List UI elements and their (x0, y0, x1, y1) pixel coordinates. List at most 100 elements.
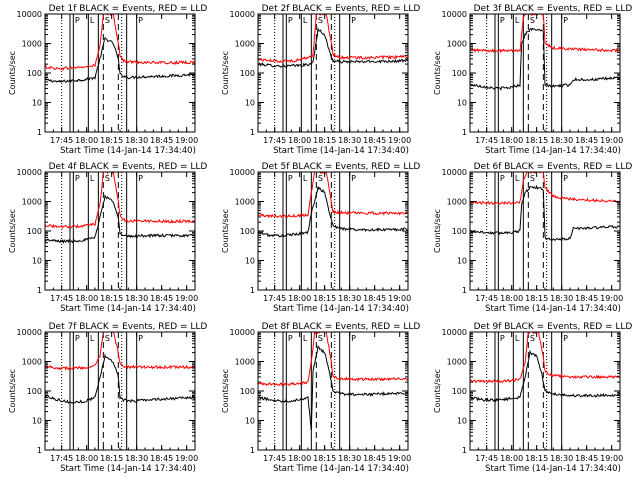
y-tick-label: 100 (27, 387, 42, 396)
x-tick-label: 18:00 (288, 454, 311, 463)
y-tick-label: 1000 (22, 40, 42, 49)
flag-letter: P (138, 334, 143, 343)
x-tick-label: 18:45 (575, 136, 598, 145)
flag-letter: S (318, 334, 323, 343)
y-tick-label: 10 (457, 257, 467, 266)
y-tick-label: 10 (457, 417, 467, 426)
x-tick-label: 18:15 (525, 136, 548, 145)
x-tick-label: 18:30 (550, 454, 573, 463)
flag-letter: P (500, 16, 505, 25)
y-tick-label: 1 (37, 128, 42, 137)
x-tick-label: 19:00 (388, 454, 411, 463)
flag-letter: P (288, 174, 293, 183)
x-tick-label: 18:00 (500, 294, 523, 303)
y-tick-label: 1000 (447, 40, 467, 49)
flag-letter: S (318, 174, 323, 183)
x-tick-label: 18:45 (575, 294, 598, 303)
y-tick-label: 10000 (442, 328, 467, 337)
flag-letter: S (530, 334, 535, 343)
y-tick-label: 10 (245, 417, 255, 426)
flag-letter: P (288, 334, 293, 343)
x-tick-label: 18:15 (313, 294, 336, 303)
x-tick-label: 18:30 (125, 294, 148, 303)
x-tick-label: 18:15 (100, 294, 123, 303)
x-tick-label: 17:45 (263, 454, 286, 463)
lld-series-line (258, 14, 408, 63)
y-tick-label: 10000 (17, 328, 42, 337)
flag-letter: P (288, 16, 293, 25)
lld-series-line (470, 14, 620, 54)
y-tick-label: 10 (457, 99, 467, 108)
x-tick-label: 18:00 (75, 454, 98, 463)
lld-series-line (470, 332, 620, 384)
flag-letter: S (318, 16, 323, 25)
plot-area (45, 14, 195, 132)
flag-letter: L (90, 174, 95, 183)
flag-letter: P (500, 174, 505, 183)
events-series-line (470, 27, 620, 91)
y-tick-label: 1000 (22, 198, 42, 207)
y-axis-label: Counts/sec (221, 369, 230, 413)
x-tick-label: 17:45 (50, 136, 73, 145)
y-tick-label: 1 (462, 446, 467, 455)
x-axis-label: Start Time (14-Jan-14 17:34:40) (273, 464, 409, 474)
x-axis-label: Start Time (14-Jan-14 17:34:40) (273, 304, 409, 314)
x-tick-label: 19:00 (600, 136, 623, 145)
y-tick-label: 1 (462, 128, 467, 137)
x-tick-label: 17:45 (50, 454, 73, 463)
y-tick-label: 100 (27, 227, 42, 236)
events-series-line (258, 345, 408, 431)
lld-series-line (258, 332, 408, 387)
plot-area (258, 172, 408, 290)
y-tick-label: 10 (32, 99, 42, 108)
events-series-line (45, 353, 195, 405)
plot-area (470, 332, 620, 450)
lld-series-line (470, 172, 620, 206)
x-tick-label: 18:45 (575, 454, 598, 463)
flag-letter: P (351, 16, 356, 25)
flag-letter: S (530, 16, 535, 25)
x-axis-label: Start Time (14-Jan-14 17:34:40) (485, 146, 621, 156)
x-axis-label: Start Time (14-Jan-14 17:34:40) (60, 464, 196, 474)
x-tick-label: 18:45 (363, 454, 386, 463)
y-tick-label: 1 (250, 446, 255, 455)
x-tick-label: 18:45 (150, 136, 173, 145)
flag-letter: P (351, 174, 356, 183)
lld-series-line (45, 14, 195, 71)
y-tick-label: 10 (32, 417, 42, 426)
y-tick-label: 1000 (235, 358, 255, 367)
x-tick-label: 18:30 (125, 454, 148, 463)
y-axis-label: Counts/sec (8, 209, 17, 253)
x-axis-label: Start Time (14-Jan-14 17:34:40) (60, 304, 196, 314)
y-tick-label: 1000 (22, 358, 42, 367)
x-tick-label: 19:00 (388, 136, 411, 145)
x-tick-label: 18:00 (500, 136, 523, 145)
x-tick-label: 18:15 (313, 454, 336, 463)
x-tick-label: 17:45 (50, 294, 73, 303)
flag-letter: L (90, 16, 95, 25)
plot-area (258, 332, 408, 450)
y-tick-label: 10000 (17, 168, 42, 177)
subplot-title: Det 3f BLACK = Events, RED = LLD (474, 4, 633, 14)
flag-letter: L (303, 16, 308, 25)
x-axis-label: Start Time (14-Jan-14 17:34:40) (60, 146, 196, 156)
x-tick-label: 18:00 (288, 136, 311, 145)
y-tick-label: 100 (27, 69, 42, 78)
x-tick-label: 18:30 (338, 454, 361, 463)
subplot-title: Det 2f BLACK = Events, RED = LLD (262, 4, 421, 14)
x-tick-label: 18:00 (500, 454, 523, 463)
flag-letter: P (563, 174, 568, 183)
flag-letter: P (563, 16, 568, 25)
y-tick-label: 10000 (17, 10, 42, 19)
flag-letter: P (138, 16, 143, 25)
events-series-line (45, 37, 195, 83)
plot-area (45, 172, 195, 290)
x-tick-label: 17:45 (475, 136, 498, 145)
